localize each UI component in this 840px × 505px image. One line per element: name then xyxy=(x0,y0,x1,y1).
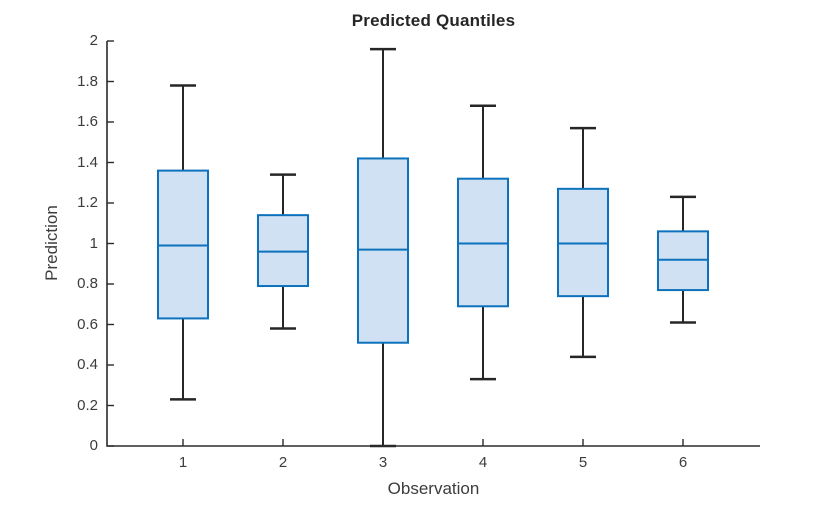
iqr-box xyxy=(557,187,609,298)
y-tick-label: 1.6 xyxy=(77,113,98,130)
iqr-box xyxy=(457,177,509,308)
y-tick-label: 2 xyxy=(89,32,98,49)
iqr-box xyxy=(157,169,209,320)
y-tick-label: 0.8 xyxy=(77,275,98,292)
iqr-box xyxy=(257,214,309,288)
x-tick-label: 2 xyxy=(278,454,288,471)
y-tick-label: 1.8 xyxy=(77,72,98,90)
x-tick-label: 3 xyxy=(378,454,388,471)
y-tick-label: 1 xyxy=(89,234,98,252)
x-tick-label: 4 xyxy=(478,454,488,471)
y-tick-label: 0.6 xyxy=(77,315,98,333)
y-tick-label: 0.2 xyxy=(77,396,98,414)
y-tick-label: 1.4 xyxy=(77,153,98,171)
iqr-box xyxy=(657,230,709,292)
iqr-box xyxy=(357,157,409,344)
chart-title: Predicted Quantiles xyxy=(351,11,516,30)
y-tick-label: 1.2 xyxy=(77,194,98,211)
x-tick-label: 1 xyxy=(178,454,188,471)
y-tick-label: 0 xyxy=(89,437,98,454)
x-tick-label: 5 xyxy=(578,454,588,471)
axes-lines xyxy=(106,41,760,447)
x-tick-label: 6 xyxy=(678,454,688,471)
x-axis-label: Observation xyxy=(387,479,480,498)
y-tick-label: 0.4 xyxy=(77,356,98,373)
